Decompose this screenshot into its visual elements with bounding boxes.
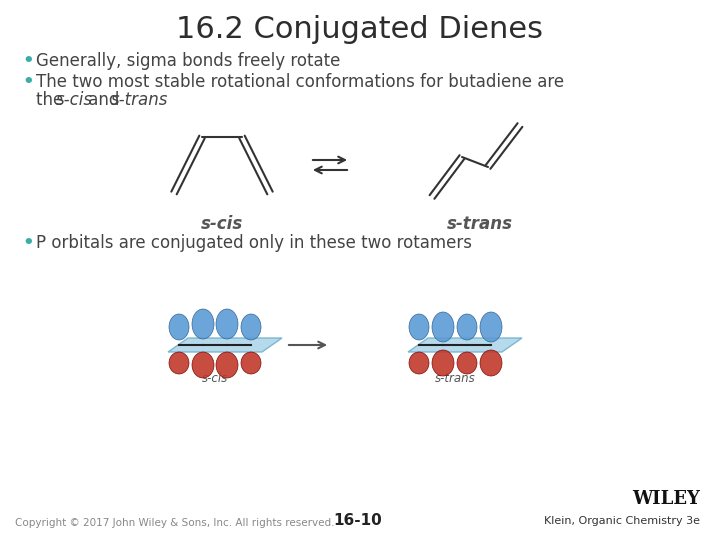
Text: the: the [36,91,68,109]
Text: s-cis: s-cis [56,91,93,109]
Text: Copyright © 2017 John Wiley & Sons, Inc. All rights reserved.: Copyright © 2017 John Wiley & Sons, Inc.… [15,518,335,528]
Text: •: • [22,234,34,252]
Ellipse shape [169,314,189,340]
Text: Klein, Organic Chemistry 3e: Klein, Organic Chemistry 3e [544,516,700,526]
Text: The two most stable rotational conformations for butadiene are: The two most stable rotational conformat… [36,73,564,91]
Ellipse shape [241,314,261,340]
Ellipse shape [216,309,238,339]
Text: •: • [22,73,34,91]
Text: P orbitals are conjugated only in these two rotamers: P orbitals are conjugated only in these … [36,234,472,252]
Text: s-trans: s-trans [111,91,168,109]
Ellipse shape [432,350,454,376]
Ellipse shape [457,314,477,340]
Ellipse shape [216,352,238,378]
Ellipse shape [192,309,214,339]
Text: s-cis: s-cis [202,372,228,385]
Ellipse shape [480,350,502,376]
Text: Generally, sigma bonds freely rotate: Generally, sigma bonds freely rotate [36,52,341,70]
Ellipse shape [432,312,454,342]
Ellipse shape [169,352,189,374]
Text: s-cis: s-cis [201,215,243,233]
Ellipse shape [409,352,429,374]
Text: and: and [83,91,125,109]
Ellipse shape [241,352,261,374]
Text: 16.2 Conjugated Dienes: 16.2 Conjugated Dienes [176,15,544,44]
Ellipse shape [192,352,214,378]
Ellipse shape [409,314,429,340]
Text: s-trans: s-trans [447,215,513,233]
Polygon shape [408,338,522,352]
Text: •: • [22,52,34,70]
Text: WILEY: WILEY [632,490,700,508]
Polygon shape [168,338,282,352]
Text: s-trans: s-trans [435,372,475,385]
Ellipse shape [480,312,502,342]
Text: 16-10: 16-10 [333,513,382,528]
Ellipse shape [457,352,477,374]
